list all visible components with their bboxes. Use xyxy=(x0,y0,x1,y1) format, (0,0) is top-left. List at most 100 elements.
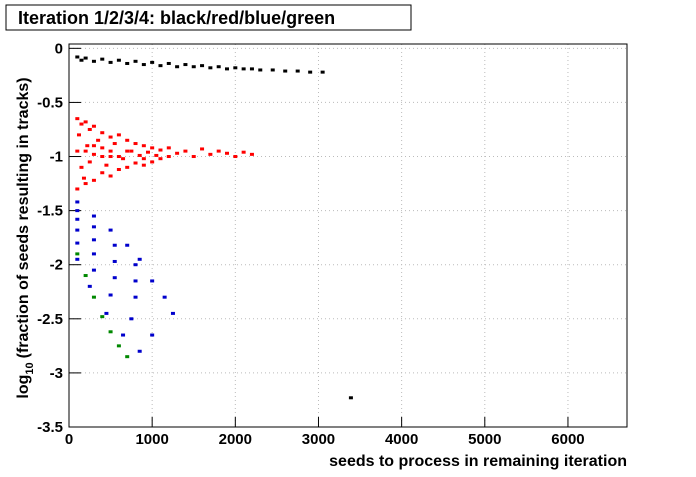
scatter-point xyxy=(133,142,138,146)
scatter-point xyxy=(158,157,163,161)
scatter-point xyxy=(91,152,96,156)
scatter-point xyxy=(75,252,80,256)
scatter-point xyxy=(208,66,213,70)
scatter-point xyxy=(170,311,175,315)
scatter-point xyxy=(75,117,80,121)
scatter-point xyxy=(137,153,142,157)
scatter-point xyxy=(100,171,105,175)
x-tick-label: 1000 xyxy=(135,431,168,448)
scatter-point xyxy=(208,152,213,156)
scatter-point xyxy=(108,174,113,178)
scatter-point xyxy=(225,67,230,71)
scatter-point xyxy=(125,138,130,142)
scatter-point xyxy=(108,135,113,139)
y-tick-label: -0.5 xyxy=(37,94,63,111)
y-tick-label: 0 xyxy=(55,40,63,57)
scatter-point xyxy=(83,56,88,60)
scatter-point xyxy=(85,144,90,148)
scatter-point xyxy=(200,147,205,151)
y-tick-label: -3.5 xyxy=(37,419,63,436)
scatter-point xyxy=(216,65,221,69)
x-axis-label: seeds to process in remaining iteration xyxy=(329,453,627,470)
scatter-point xyxy=(116,344,121,348)
scatter-point xyxy=(191,155,196,159)
scatter-point xyxy=(83,182,88,186)
scatter-point xyxy=(91,252,96,256)
y-tick-label: -2.5 xyxy=(37,311,63,328)
scatter-point xyxy=(112,259,117,263)
scatter-point xyxy=(154,153,159,157)
scatter-point xyxy=(75,257,80,261)
scatter-point xyxy=(125,355,130,359)
scatter-point xyxy=(133,59,138,63)
scatter-point xyxy=(133,161,138,165)
scatter-point xyxy=(87,160,92,164)
scatter-point xyxy=(91,214,96,218)
scatter-point xyxy=(108,293,113,297)
scatter-point xyxy=(112,142,117,146)
scatter-point xyxy=(81,176,86,180)
scatter-point xyxy=(91,178,96,182)
scatter-point xyxy=(76,133,81,137)
scatter-point xyxy=(75,228,80,232)
scatter-point xyxy=(308,70,313,74)
scatter-point xyxy=(83,120,88,124)
x-tick-label: 2000 xyxy=(219,431,252,448)
scatter-point xyxy=(100,146,105,150)
scatter-point xyxy=(75,209,80,213)
scatter-point xyxy=(129,149,134,153)
scatter-point xyxy=(100,315,105,319)
scatter-point xyxy=(112,243,117,247)
scatter-point xyxy=(100,131,105,135)
y-label-sub: 10 xyxy=(24,362,36,374)
scatter-point xyxy=(104,163,109,167)
scatter-point xyxy=(79,165,84,169)
scatter-point xyxy=(104,311,109,315)
scatter-point xyxy=(216,149,221,153)
scatter-point xyxy=(75,241,80,245)
scatter-point xyxy=(75,217,80,221)
scatter-point xyxy=(108,60,113,64)
title-box xyxy=(5,4,412,31)
scatter-point xyxy=(200,64,205,68)
scatter-point xyxy=(133,263,138,267)
scatter-point xyxy=(249,152,254,156)
scatter-point xyxy=(116,155,121,159)
y-tick-label: -1 xyxy=(50,149,63,166)
scatter-point xyxy=(96,138,101,142)
scatter-point xyxy=(121,157,126,161)
scatter-point xyxy=(83,274,88,278)
scatter-point xyxy=(320,70,325,74)
scatter-point xyxy=(108,149,113,153)
scatter-point xyxy=(162,295,167,299)
scatter-point xyxy=(112,276,117,280)
scatter-point xyxy=(175,65,180,69)
x-tick-label: 4000 xyxy=(385,431,418,448)
chart-title: Iteration 1/2/3/4: black/red/blue/green xyxy=(18,8,335,28)
scatter-point xyxy=(283,69,288,73)
scatter-point xyxy=(91,225,96,229)
scatter-point xyxy=(183,63,188,67)
scatter-point xyxy=(241,150,246,154)
scatter-point xyxy=(91,124,96,128)
scatter-point xyxy=(150,279,155,283)
x-tick-label: 3000 xyxy=(302,431,335,448)
scatter-point xyxy=(116,58,121,62)
x-tick-label: 0 xyxy=(65,431,73,448)
scatter-point xyxy=(183,149,188,153)
scatter-point xyxy=(87,127,92,131)
scatter-point xyxy=(137,349,142,353)
scatter-point xyxy=(129,317,134,321)
scatter-point xyxy=(166,155,171,159)
y-axis-label: log10 (fraction of seeds resulting in tra… xyxy=(15,77,36,398)
scatter-point xyxy=(75,200,80,204)
scatter-point xyxy=(83,149,88,153)
scatter-point xyxy=(166,146,171,150)
scatter-point xyxy=(141,163,146,167)
x-tick-label: 5000 xyxy=(468,431,501,448)
scatter-point xyxy=(158,148,163,152)
scatter-point xyxy=(258,68,263,72)
scatter-point xyxy=(91,144,96,148)
